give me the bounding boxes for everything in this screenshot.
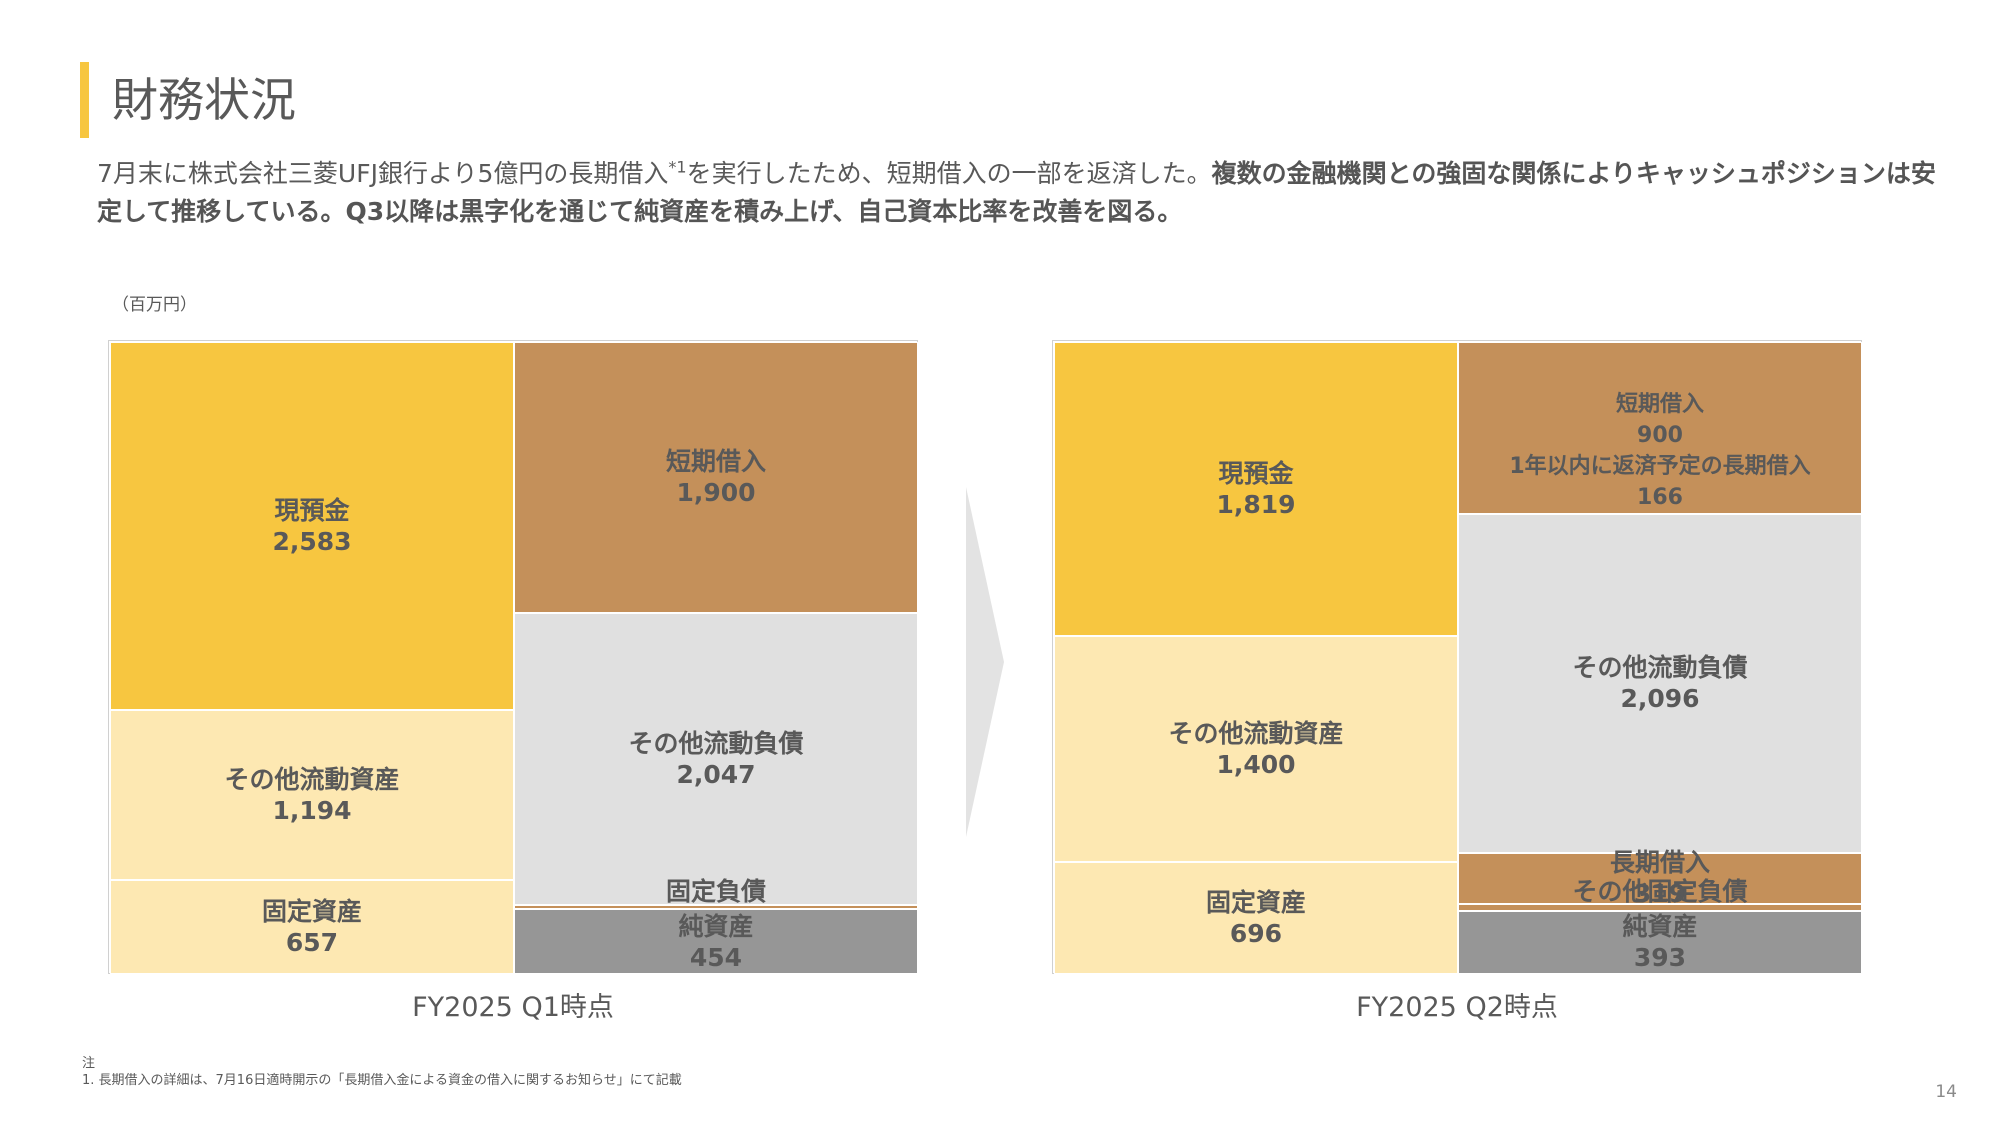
segment-label: 固定資産: [261, 897, 362, 927]
arrow-right-icon: [966, 487, 1004, 837]
segment-label: 短期借入: [1615, 392, 1704, 417]
segment-label: 現預金: [1218, 458, 1294, 488]
segment-label: その他流動負債: [628, 728, 804, 758]
chart-caption-q1: FY2025 Q1時点: [412, 992, 614, 1023]
segment-value: 2,047: [676, 759, 756, 789]
segment-assets-0: 現預金 2,583: [110, 342, 514, 711]
segment-liabilities-0: 短期借入 900 1年以内に返済予定の長期借入 166: [1458, 342, 1862, 515]
segment-value: 2,096: [1620, 684, 1700, 714]
segment-value: 1,819: [1216, 489, 1296, 519]
lead-footnote-marker: *1: [668, 157, 687, 177]
segment-liabilities-3: 純資産 454: [514, 909, 918, 974]
segment-assets-2: 固定資産 696: [1054, 861, 1458, 974]
segment-label: 固定負債: [665, 876, 766, 906]
lead-text-bold: 複数の金融機関との強固な関係によりキャッシュポジションは安定して推移している。Q…: [97, 159, 1936, 226]
segment-assets-1: その他流動資産 1,194: [110, 710, 514, 881]
segment-label: 現預金: [274, 496, 350, 526]
chart-caption-q2: FY2025 Q2時点: [1356, 992, 1558, 1023]
segment-value: 2,583: [272, 527, 352, 557]
unit-label: （百万円）: [112, 295, 197, 315]
segment-assets-2: 固定資産 657: [110, 880, 514, 974]
segment-label: その他流動資産: [224, 765, 400, 795]
lead-text-normal-2: を実行したため、短期借入の一部を返済した。: [686, 159, 1212, 188]
segment-label-line: 純資産 393: [1622, 912, 1698, 973]
segment-label-line-2: 1年以内に返済予定の長期借入 166: [1509, 451, 1810, 513]
segment-value: 900: [1637, 423, 1683, 448]
footnote: 注 1. 長期借入の詳細は、7月16日適時開示の「長期借入金による資金の借入に関…: [82, 1055, 682, 1089]
segment-label: 固定資産: [1205, 887, 1306, 917]
segment-value: 454: [689, 942, 743, 972]
segment-label: 純資産: [678, 911, 754, 941]
footnote-heading: 注: [82, 1056, 96, 1071]
page-number: 14: [1935, 1082, 1957, 1102]
segment-label: その他固定負債: [1572, 877, 1748, 907]
segment-label-line: 長期借入 319: [1610, 847, 1710, 909]
segment-label: 純資産: [1622, 912, 1698, 942]
footnote-line: 1. 長期借入の詳細は、7月16日適時開示の「長期借入金による資金の借入に関する…: [82, 1073, 682, 1088]
segment-value: 696: [1229, 918, 1283, 948]
segment-label: その他流動資産: [1168, 718, 1344, 748]
segment-liabilities-2: 長期借入 319: [1458, 848, 1862, 908]
segment-assets-1: その他流動資産 1,400: [1054, 635, 1458, 862]
balance-sheet-chart-q2: 現預金 1,819 その他流動資産 1,400 固定資産 696 短期借入 900 1年以内…: [1052, 340, 1862, 974]
page-title: 財務状況: [112, 73, 296, 127]
title-accent-bar: [80, 62, 89, 138]
segment-value: 1,194: [272, 796, 352, 826]
segment-label-line: 固定資産 696: [1206, 887, 1306, 949]
segment-label-line: 純資産 454: [678, 911, 753, 973]
balance-sheet-chart-q1: 現預金 2,583 その他流動資産 1,194 固定資産 657 短期借入 1,900 その他…: [108, 340, 918, 974]
lead-text: 7月末に株式会社三菱UFJ銀行より5億円の長期借入*1を実行したため、短期借入の…: [97, 155, 1957, 231]
segment-value: 1,900: [676, 478, 756, 508]
segment-label-line: 固定資産 657: [262, 896, 362, 958]
segment-value: 319: [1633, 879, 1687, 909]
segment-liabilities-1: その他流動負債 2,096: [1458, 514, 1862, 853]
segment-label-line: 短期借入 900: [1616, 389, 1704, 451]
segment-value: 657: [285, 928, 339, 958]
segment-label: 短期借入: [665, 447, 766, 477]
segment-liabilities-1: その他流動負債 2,047: [514, 612, 918, 905]
segment-value: 393: [1633, 943, 1687, 973]
segment-assets-0: 現預金 1,819: [1054, 342, 1458, 636]
segment-label-2: 1年以内に返済予定の長期借入: [1509, 454, 1811, 479]
segment-value: 1,400: [1216, 749, 1296, 779]
segment-liabilities-0: 短期借入 1,900: [514, 342, 918, 613]
lead-text-normal: 7月末に株式会社三菱UFJ銀行より5億円の長期借入: [97, 159, 669, 188]
segment-label: その他流動負債: [1572, 653, 1748, 683]
segment-value-2: 166: [1637, 485, 1683, 510]
segment-label: 長期借入: [1609, 848, 1710, 878]
segment-liabilities-4: 純資産 393: [1458, 910, 1862, 974]
